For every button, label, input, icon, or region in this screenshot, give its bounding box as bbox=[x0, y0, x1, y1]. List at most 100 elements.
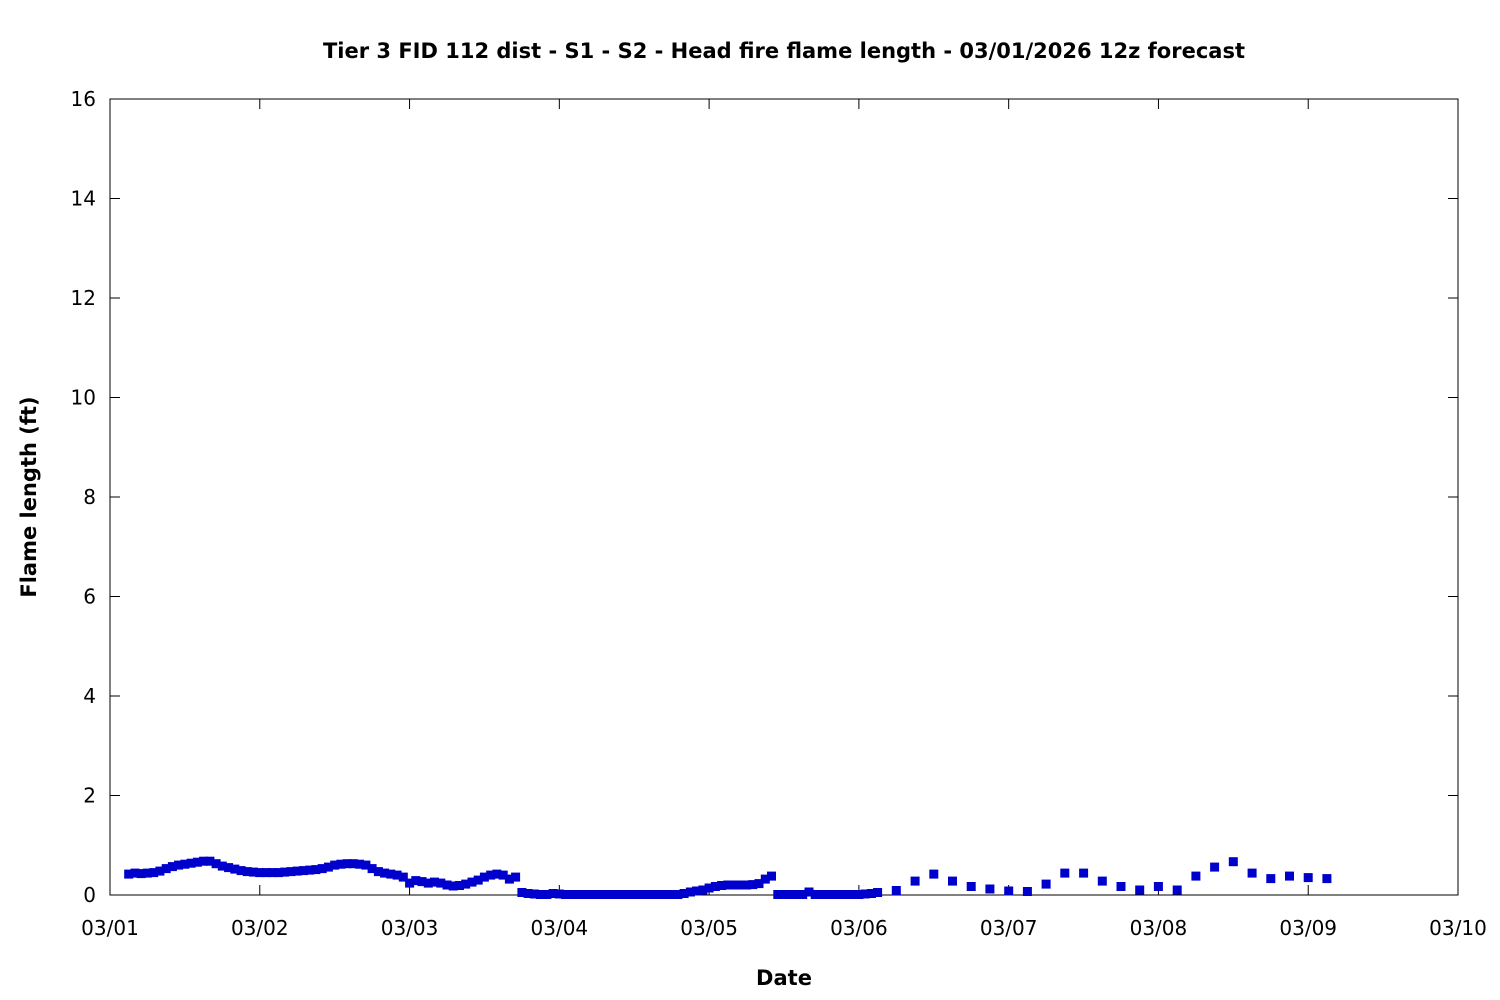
data-point bbox=[511, 872, 521, 882]
data-point bbox=[629, 890, 639, 899]
data-point bbox=[804, 887, 814, 897]
data-point bbox=[217, 861, 227, 871]
data-point bbox=[717, 881, 727, 890]
data-point bbox=[604, 890, 614, 899]
data-point bbox=[249, 867, 258, 877]
data-point bbox=[274, 868, 283, 878]
data-point bbox=[498, 870, 508, 880]
x-tick-label: 03/02 bbox=[231, 916, 289, 940]
x-tick-label: 03/05 bbox=[680, 916, 738, 940]
data-point bbox=[205, 856, 215, 866]
data-point bbox=[417, 877, 427, 887]
data-point bbox=[348, 859, 358, 869]
data-point bbox=[891, 886, 901, 895]
data-point bbox=[486, 870, 496, 880]
data-point bbox=[929, 869, 939, 879]
data-point bbox=[742, 880, 752, 890]
data-point bbox=[798, 890, 808, 899]
data-point bbox=[267, 868, 277, 878]
data-point bbox=[785, 890, 795, 899]
data-point bbox=[735, 880, 745, 890]
data-point bbox=[642, 890, 652, 899]
data-point bbox=[729, 880, 739, 890]
data-point bbox=[823, 890, 833, 899]
data-point bbox=[660, 890, 670, 899]
data-point bbox=[542, 890, 552, 899]
data-point bbox=[517, 888, 527, 897]
data-point bbox=[667, 890, 677, 899]
data-point bbox=[386, 869, 396, 879]
data-point bbox=[710, 882, 720, 891]
data-point bbox=[910, 876, 920, 886]
data-point bbox=[392, 870, 402, 880]
y-tick-label: 4 bbox=[83, 684, 96, 708]
data-point bbox=[1060, 868, 1070, 878]
data-point bbox=[199, 856, 209, 866]
data-point bbox=[860, 889, 870, 899]
data-point bbox=[810, 890, 820, 899]
x-tick-label: 03/03 bbox=[381, 916, 439, 940]
data-point bbox=[1153, 882, 1163, 891]
y-tick-label: 6 bbox=[83, 585, 96, 609]
data-point bbox=[180, 859, 190, 869]
data-point bbox=[423, 878, 433, 888]
x-tick-label: 03/01 bbox=[81, 916, 139, 940]
data-point bbox=[685, 887, 695, 897]
data-point bbox=[611, 890, 620, 899]
data-point bbox=[673, 890, 683, 899]
data-point bbox=[866, 889, 876, 898]
data-point bbox=[623, 890, 633, 899]
data-point bbox=[261, 868, 271, 878]
data-point bbox=[692, 886, 702, 896]
data-point bbox=[523, 889, 533, 898]
data-point bbox=[586, 890, 595, 899]
data-point bbox=[242, 867, 252, 877]
data-point bbox=[1022, 887, 1032, 896]
chart-title: Tier 3 FID 112 dist - S1 - S2 - Head fir… bbox=[323, 39, 1245, 63]
data-point bbox=[1247, 868, 1257, 878]
data-point bbox=[598, 890, 608, 899]
data-point bbox=[305, 865, 315, 875]
data-point bbox=[467, 877, 477, 887]
data-point bbox=[536, 890, 546, 899]
data-point bbox=[473, 875, 483, 885]
data-point bbox=[816, 890, 826, 899]
data-point bbox=[573, 890, 583, 899]
data-point bbox=[966, 882, 976, 891]
y-tick-label: 0 bbox=[83, 883, 96, 907]
data-point bbox=[405, 878, 415, 888]
data-point bbox=[411, 876, 421, 886]
data-point bbox=[854, 890, 864, 899]
data-point bbox=[754, 879, 764, 889]
data-point bbox=[330, 860, 340, 870]
data-point bbox=[948, 876, 957, 886]
x-tick-label: 03/08 bbox=[1130, 916, 1188, 940]
data-point bbox=[149, 868, 159, 878]
data-point bbox=[373, 867, 383, 877]
data-point bbox=[436, 878, 446, 888]
data-point bbox=[430, 877, 439, 887]
x-axis-label: Date bbox=[756, 966, 812, 990]
data-point bbox=[124, 869, 134, 879]
y-tick-label: 8 bbox=[83, 485, 96, 509]
data-point bbox=[142, 868, 152, 878]
data-point bbox=[1191, 871, 1201, 881]
x-tick-label: 03/09 bbox=[1279, 916, 1337, 940]
data-point bbox=[848, 890, 858, 899]
data-point bbox=[442, 880, 452, 890]
data-point bbox=[1116, 882, 1126, 891]
data-point bbox=[455, 881, 464, 890]
data-point bbox=[136, 869, 146, 879]
data-point bbox=[835, 890, 845, 899]
data-point bbox=[492, 869, 502, 879]
data-point bbox=[361, 860, 371, 870]
data-point bbox=[161, 864, 171, 874]
data-point bbox=[760, 874, 770, 884]
y-tick-label: 2 bbox=[83, 784, 96, 808]
data-point bbox=[654, 890, 664, 899]
data-point bbox=[792, 890, 801, 899]
data-point bbox=[367, 864, 377, 874]
data-point bbox=[1266, 874, 1276, 884]
y-tick-label: 10 bbox=[71, 386, 96, 410]
